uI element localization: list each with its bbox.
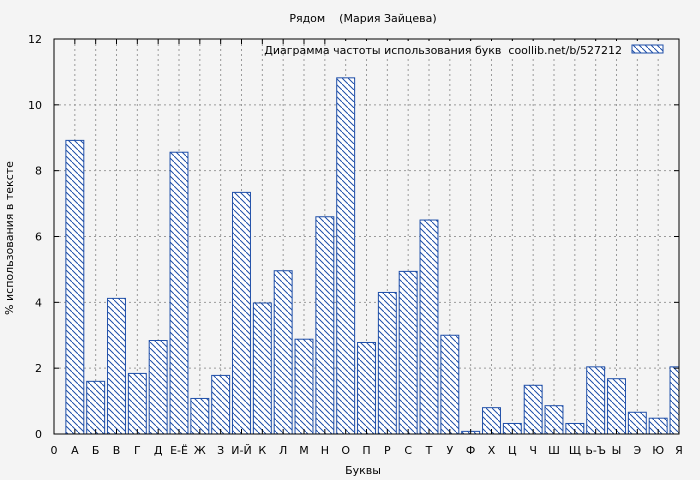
x-tick-label: Щ bbox=[569, 444, 581, 457]
x-tick-label: Ь-Ъ bbox=[585, 444, 606, 457]
x-tick-label: И-Й bbox=[231, 444, 251, 457]
bar-Л bbox=[273, 270, 293, 435]
x-tick-label: Д bbox=[154, 444, 163, 457]
legend-box bbox=[326, 41, 674, 58]
bar-Д bbox=[148, 340, 168, 435]
bar-Р bbox=[377, 291, 397, 435]
bar-И-Й bbox=[232, 191, 251, 435]
bars bbox=[65, 77, 679, 435]
bar-А bbox=[65, 139, 85, 435]
y-tick-label: 2 bbox=[35, 362, 42, 375]
x-tick-label: О bbox=[341, 444, 350, 457]
bar-Н bbox=[315, 216, 335, 435]
y-axis-label: % использования в тексте bbox=[3, 161, 16, 315]
x-tick-label: Н bbox=[321, 444, 329, 457]
bar-Г bbox=[127, 372, 147, 435]
x-tick-label: Х bbox=[488, 444, 496, 457]
x-tick-label: Ы bbox=[612, 444, 622, 457]
bar-О bbox=[336, 77, 356, 435]
bar-У bbox=[440, 334, 460, 435]
y-tick-label: 0 bbox=[35, 428, 42, 441]
y-tick-label: 10 bbox=[28, 99, 42, 112]
x-tick-label: С bbox=[404, 444, 412, 457]
grid bbox=[54, 39, 679, 434]
x-tick-label: Б bbox=[92, 444, 100, 457]
x-tick-label: Ф bbox=[466, 444, 475, 457]
bar-К bbox=[252, 302, 272, 435]
bar-З bbox=[211, 374, 231, 435]
x-tick-label: Ж bbox=[194, 444, 206, 457]
bar-Т bbox=[419, 219, 439, 435]
x-tick-label: Т bbox=[425, 444, 433, 457]
x-tick-label: Ч bbox=[529, 444, 537, 457]
x-tick-label: Е-Ё bbox=[170, 444, 188, 457]
x-axis: 0 А Б В Г Д Е-Ё Ж З И-Й К Л М Н О П Р С Т У Ф Х Ц Ч Ш Щ Ь-Ъ Ы Э Ю Я bbox=[51, 39, 683, 457]
x-tick-label: М bbox=[299, 444, 309, 457]
x-tick-label: Я bbox=[675, 444, 683, 457]
bar-Ь-Ъ bbox=[586, 366, 606, 435]
y-tick-label: 8 bbox=[35, 165, 42, 178]
bar-С bbox=[398, 270, 418, 435]
x-tick-label: Ц bbox=[508, 444, 517, 457]
x-tick-label: Г bbox=[134, 444, 141, 457]
bar-П bbox=[357, 341, 376, 435]
x-tick-label: В bbox=[113, 444, 121, 457]
x-tick-label: 0 bbox=[51, 444, 58, 457]
x-tick-label: З bbox=[217, 444, 224, 457]
y-tick-label: 6 bbox=[35, 231, 42, 244]
x-tick-label: А bbox=[71, 444, 79, 457]
bar-Ы bbox=[607, 378, 626, 435]
y-axis: 0 2 4 6 8 10 12 bbox=[28, 33, 679, 441]
legend: Диаграмма частоты использования букв coo… bbox=[264, 41, 674, 58]
x-tick-label: Ш bbox=[548, 444, 560, 457]
x-tick-label: Э bbox=[633, 444, 641, 457]
bar-Ч bbox=[523, 384, 543, 435]
bar-М bbox=[294, 338, 314, 435]
x-tick-label: П bbox=[362, 444, 370, 457]
y-tick-label: 4 bbox=[35, 296, 42, 309]
bar-Ж bbox=[190, 397, 210, 435]
bar-В bbox=[107, 297, 126, 435]
chart-title: Рядом (Мария Зайцева) bbox=[289, 12, 436, 25]
bar-Б bbox=[86, 380, 106, 435]
bar-Е-Ё bbox=[169, 151, 189, 435]
legend-label: Диаграмма частоты использования букв coo… bbox=[264, 44, 622, 57]
x-tick-label: К bbox=[258, 444, 266, 457]
x-tick-label: Ю bbox=[652, 444, 664, 457]
x-tick-label: Л bbox=[279, 444, 287, 457]
x-axis-label: Буквы bbox=[345, 464, 381, 477]
x-tick-label: У bbox=[446, 444, 453, 457]
y-tick-label: 12 bbox=[28, 33, 42, 46]
x-tick-label: Р bbox=[384, 444, 391, 457]
legend-swatch bbox=[631, 44, 664, 54]
